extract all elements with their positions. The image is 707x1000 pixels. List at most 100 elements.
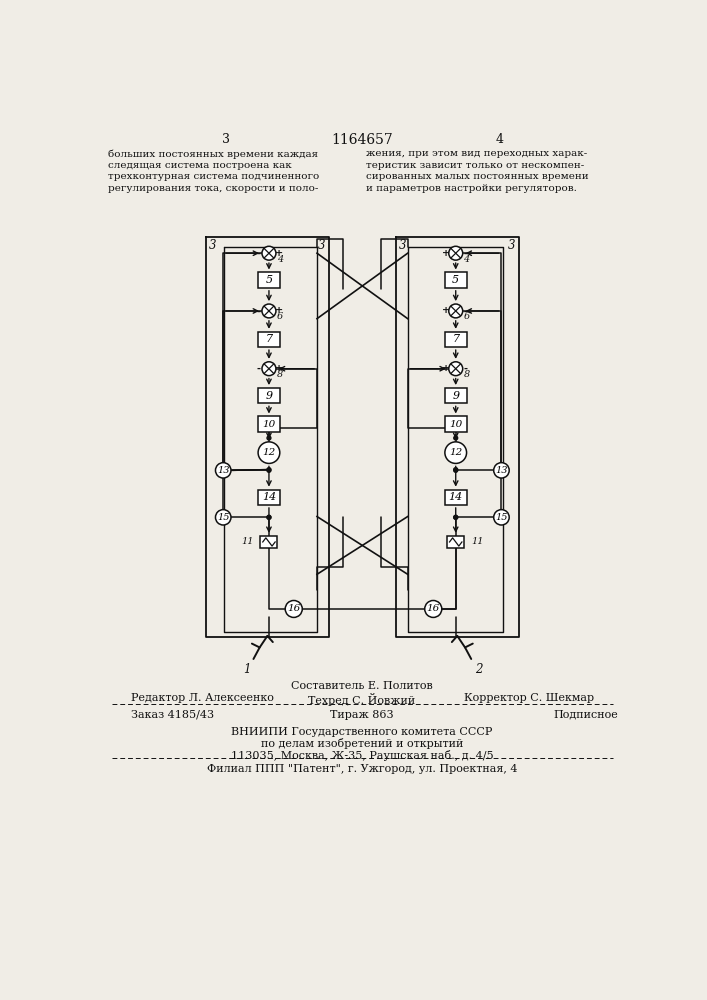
Text: +: + (442, 364, 450, 373)
Text: регулирования тока, скорости и поло-: регулирования тока, скорости и поло- (107, 184, 318, 193)
Text: 10: 10 (262, 420, 276, 429)
Text: 16: 16 (287, 604, 300, 613)
Bar (445, 272, 467, 288)
Text: 8: 8 (464, 370, 469, 379)
Circle shape (262, 246, 276, 260)
Text: жения, при этом вид переходных харак-: жения, при этом вид переходных харак- (366, 149, 587, 158)
Bar (445, 490, 467, 505)
Text: Подписное: Подписное (554, 710, 618, 720)
Text: 3: 3 (399, 239, 407, 252)
Text: +: + (275, 306, 283, 315)
Text: Корректор С. Шекмар: Корректор С. Шекмар (464, 693, 594, 703)
Circle shape (262, 304, 276, 318)
Text: 15: 15 (217, 513, 230, 522)
Bar (258, 272, 280, 288)
Text: 3: 3 (209, 239, 217, 252)
Circle shape (454, 515, 457, 519)
Circle shape (449, 304, 462, 318)
Text: -: - (257, 306, 261, 315)
Text: 1: 1 (243, 663, 251, 676)
Bar (448, 536, 464, 548)
Text: 6: 6 (464, 312, 469, 321)
Text: 9: 9 (265, 391, 272, 401)
Text: -: - (257, 364, 261, 373)
Circle shape (493, 510, 509, 525)
Circle shape (445, 442, 467, 463)
Text: -: - (464, 306, 468, 315)
Text: 7: 7 (452, 334, 460, 344)
Circle shape (449, 246, 462, 260)
Circle shape (267, 468, 271, 472)
Text: Техред С. Йовжий: Техред С. Йовжий (308, 693, 416, 706)
Circle shape (449, 362, 462, 376)
Circle shape (267, 436, 271, 440)
Circle shape (454, 468, 457, 472)
Text: Филиал ППП "Патент", г. Ужгород, ул. Проектная, 4: Филиал ППП "Патент", г. Ужгород, ул. Про… (206, 764, 518, 774)
Text: 10: 10 (449, 420, 462, 429)
Circle shape (285, 600, 303, 617)
Text: 8: 8 (276, 370, 283, 379)
Text: +: + (442, 306, 450, 315)
Bar (260, 536, 277, 548)
Text: 3: 3 (318, 239, 325, 252)
Circle shape (267, 515, 271, 519)
Circle shape (267, 468, 271, 472)
Circle shape (216, 463, 231, 478)
Circle shape (262, 362, 276, 376)
Text: по делам изобретений и открытий: по делам изобретений и открытий (261, 738, 463, 749)
Circle shape (216, 510, 231, 525)
Bar (258, 332, 280, 347)
Text: -: - (257, 249, 261, 258)
Bar (445, 416, 467, 432)
Bar (445, 388, 467, 403)
Text: Заказ 4185/43: Заказ 4185/43 (131, 710, 214, 720)
Text: Редактор Л. Алексеенко: Редактор Л. Алексеенко (131, 693, 274, 703)
Text: 13: 13 (217, 466, 230, 475)
Text: 1164657: 1164657 (331, 133, 393, 147)
Text: больших постоянных времени каждая: больших постоянных времени каждая (107, 149, 318, 159)
Text: 11: 11 (241, 537, 253, 546)
Text: 3: 3 (508, 239, 515, 252)
Text: ВНИИПИ Государственного комитета СССР: ВНИИПИ Государственного комитета СССР (231, 727, 493, 737)
Bar (258, 490, 280, 505)
Text: 5: 5 (265, 275, 272, 285)
Text: 14: 14 (449, 492, 463, 502)
Circle shape (454, 436, 457, 440)
Text: -: - (464, 249, 468, 258)
Text: 16: 16 (426, 604, 440, 613)
Bar (445, 332, 467, 347)
Text: +: + (275, 249, 283, 258)
Text: сированных малых постоянных времени: сированных малых постоянных времени (366, 172, 588, 181)
Circle shape (267, 515, 271, 519)
Text: 5: 5 (452, 275, 460, 285)
Text: теристик зависит только от нескомпен-: теристик зависит только от нескомпен- (366, 161, 584, 170)
Circle shape (454, 468, 457, 472)
Text: 14: 14 (262, 492, 276, 502)
Text: +: + (275, 364, 283, 373)
Bar (258, 416, 280, 432)
Text: -: - (464, 364, 468, 373)
Circle shape (425, 600, 442, 617)
Text: 11: 11 (472, 537, 484, 546)
Text: 9: 9 (452, 391, 460, 401)
Text: 4: 4 (495, 133, 503, 146)
Text: трехконтурная система подчиненного: трехконтурная система подчиненного (107, 172, 319, 181)
Text: 4: 4 (276, 255, 283, 264)
Text: следящая система построена как: следящая система построена как (107, 161, 291, 170)
Text: 4: 4 (464, 255, 469, 264)
Text: +: + (442, 249, 450, 258)
Circle shape (493, 463, 509, 478)
Circle shape (454, 515, 457, 519)
Text: 13: 13 (495, 466, 508, 475)
Text: 15: 15 (495, 513, 508, 522)
Text: 6: 6 (276, 312, 283, 321)
Text: 12: 12 (449, 448, 462, 457)
Text: 12: 12 (262, 448, 276, 457)
Text: Составитель Е. Политов: Составитель Е. Политов (291, 681, 433, 691)
Text: и параметров настройки регуляторов.: и параметров настройки регуляторов. (366, 184, 577, 193)
Text: 3: 3 (221, 133, 230, 146)
Text: 2: 2 (475, 663, 483, 676)
Text: Тираж 863: Тираж 863 (330, 710, 394, 720)
Text: 113035, Москва, Ж-35, Раушская наб., д. 4/5: 113035, Москва, Ж-35, Раушская наб., д. … (230, 750, 493, 761)
Circle shape (258, 442, 280, 463)
